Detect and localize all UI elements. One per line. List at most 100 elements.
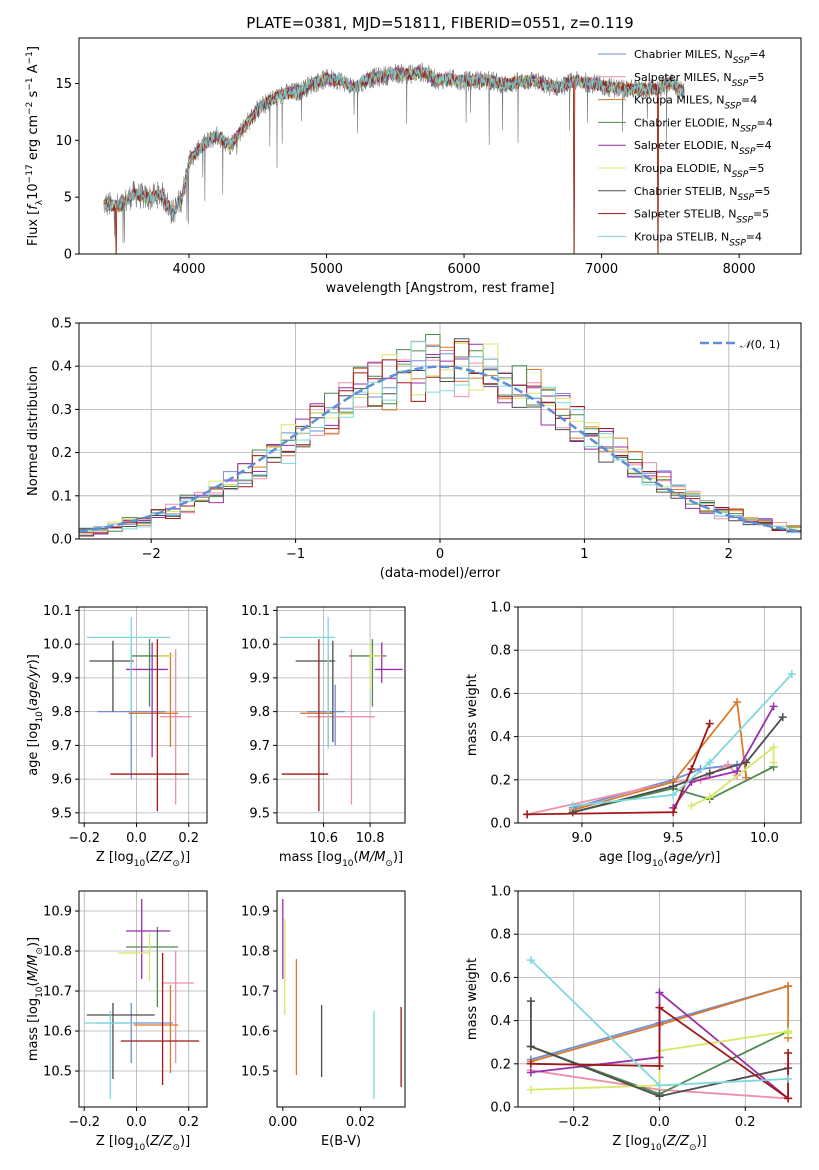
errorbar-point: [131, 639, 171, 707]
series-line-2: [530, 984, 789, 1063]
series-marker: [769, 743, 778, 752]
x-tick-label: −0.2: [68, 831, 100, 846]
x-tick-label: 6000: [448, 262, 481, 277]
plot-area: [103, 62, 685, 254]
errorbar-point: [118, 933, 151, 981]
errorbar-point: [89, 640, 134, 712]
y-tick-label: 9.8: [51, 705, 72, 720]
panel-age-vs-mass: 10.6 10.8 9.5 9.6 9.7 9.8 9.9 10.0 10.1 mass [log…: [241, 604, 406, 869]
x-tick-label: 0.2: [178, 1115, 199, 1130]
x-tick-label: 9.0: [572, 831, 593, 846]
series-marker: [733, 767, 742, 776]
series-line-1: [526, 763, 738, 816]
x-tick-label: 0.2: [178, 831, 199, 846]
x-tick-label: 0.0: [126, 1115, 147, 1130]
axes-frame: [78, 890, 208, 1108]
y-tick-label: 9.5: [249, 806, 270, 821]
panel-mass-weight-vs-Z: −0.2 0.0 0.2 0.0 0.2 0.4 0.6 0.8 1.0 Z [log10(Z/Z…: [465, 885, 802, 1153]
series-marker: [655, 1061, 664, 1070]
series-marker: [705, 793, 714, 802]
plot-area: [523, 669, 796, 819]
errorbar-point: [97, 1003, 174, 1063]
model-spectrum-8: [103, 66, 685, 218]
series-marker: [733, 698, 742, 707]
legend-label: Salpeter ELODIE, NSSP=4: [634, 139, 772, 157]
series-marker: [784, 982, 793, 991]
y-tick-label: 0.1: [51, 489, 72, 504]
series-marker: [655, 1003, 664, 1012]
x-tick-label: 10.0: [750, 831, 779, 846]
y-tick-label: 0.5: [51, 317, 72, 332]
y-tick-label: 10.9: [241, 905, 270, 920]
legend-label: Chabrier STELIB, NSSP=5: [634, 185, 770, 203]
axes-frame: [78, 606, 208, 824]
series-marker: [784, 1049, 793, 1057]
y-axis-label: mass [log10(M/M⊙)]: [26, 937, 45, 1061]
series-marker: [526, 956, 535, 965]
y-tick-label: 0.2: [490, 773, 511, 788]
x-tick-label: 9.5: [663, 831, 684, 846]
y-axis-label: Flux [fλ10−17 erg cm−2 s−1 A−1]: [25, 46, 45, 246]
series-marker: [655, 1081, 664, 1090]
x-tick-label: 0.00: [268, 1115, 297, 1130]
normal-curve: [79, 365, 801, 533]
y-tick-label: 10.7: [43, 985, 72, 1000]
y-tick-label: 0: [64, 248, 72, 263]
errorbar-point: [349, 639, 387, 707]
y-tick-label: 10.5: [241, 1065, 270, 1080]
panel-residuals: −2 −1 0 1 2 0.0 0.1 0.2 0.3 0.4 0.5 (data-model)/er…: [26, 317, 802, 581]
y-axis-label: mass weight: [465, 958, 480, 1040]
errorbar-point: [86, 617, 171, 712]
y-tick-label: 10.8: [241, 945, 270, 960]
series-marker: [655, 988, 664, 997]
legend-label: Chabrier ELODIE, NSSP=4: [634, 116, 773, 134]
plot-area: [79, 334, 801, 538]
series-line-7: [527, 723, 711, 816]
errorbar-point: [120, 953, 200, 1085]
series-marker: [705, 758, 714, 767]
y-tick-label: 10.6: [43, 1025, 72, 1040]
plot-area: [279, 617, 403, 812]
series-marker: [669, 808, 678, 817]
y-tick-label: 9.7: [249, 739, 270, 754]
series-marker: [526, 1059, 535, 1068]
errorbar-point: [126, 927, 179, 1007]
y-tick-label: 10.0: [241, 638, 270, 653]
series-marker: [687, 801, 696, 810]
x-axis-label: wavelength [Angstrom, rest frame]: [326, 281, 555, 296]
y-tick-label: 9.6: [51, 773, 72, 788]
series-marker: [523, 810, 532, 819]
y-tick-label: 10.8: [43, 945, 72, 960]
series-marker: [568, 801, 577, 810]
y-tick-label: 0.4: [490, 1014, 511, 1029]
x-axis-label: (data-model)/error: [380, 566, 501, 581]
x-axis-label: Z [log10(Z/Z⊙)]: [96, 1134, 190, 1153]
y-tick-label: 0.8: [490, 644, 511, 659]
series-marker: [687, 765, 696, 773]
chart-title: PLATE=0381, MJD=51811, FIBERID=0551, z=0…: [246, 14, 633, 32]
x-tick-label: 0.02: [346, 1115, 375, 1130]
y-tick-label: 9.7: [51, 739, 72, 754]
plot-area: [282, 899, 402, 1099]
x-tick-label: 2: [725, 547, 733, 562]
y-tick-label: 0.3: [51, 403, 72, 418]
y-tick-label: 0.0: [490, 1101, 511, 1116]
y-tick-label: 15: [55, 77, 72, 92]
errorbar-point: [307, 684, 345, 746]
y-tick-label: 1.0: [490, 885, 511, 900]
errorbar-point: [126, 642, 168, 758]
errorbar-point: [159, 649, 192, 805]
x-axis-label: mass [log10(M/M⊙)]: [279, 850, 403, 869]
errorbar-point: [162, 951, 194, 1063]
errorbar-point: [86, 1003, 155, 1079]
x-axis-label: age [log10(age/yr)]: [599, 850, 721, 869]
axes-frame: [276, 890, 406, 1108]
plot-area: [86, 617, 192, 812]
x-tick-label: 0: [436, 547, 444, 562]
y-tick-label: 0.2: [490, 1057, 511, 1072]
y-axis-label: age [log10(age/yr)]: [26, 654, 45, 776]
x-tick-label: 0.0: [649, 1115, 670, 1130]
legend-label: Kroupa ELODIE, NSSP=5: [634, 162, 764, 180]
plot-area: [526, 956, 793, 1103]
